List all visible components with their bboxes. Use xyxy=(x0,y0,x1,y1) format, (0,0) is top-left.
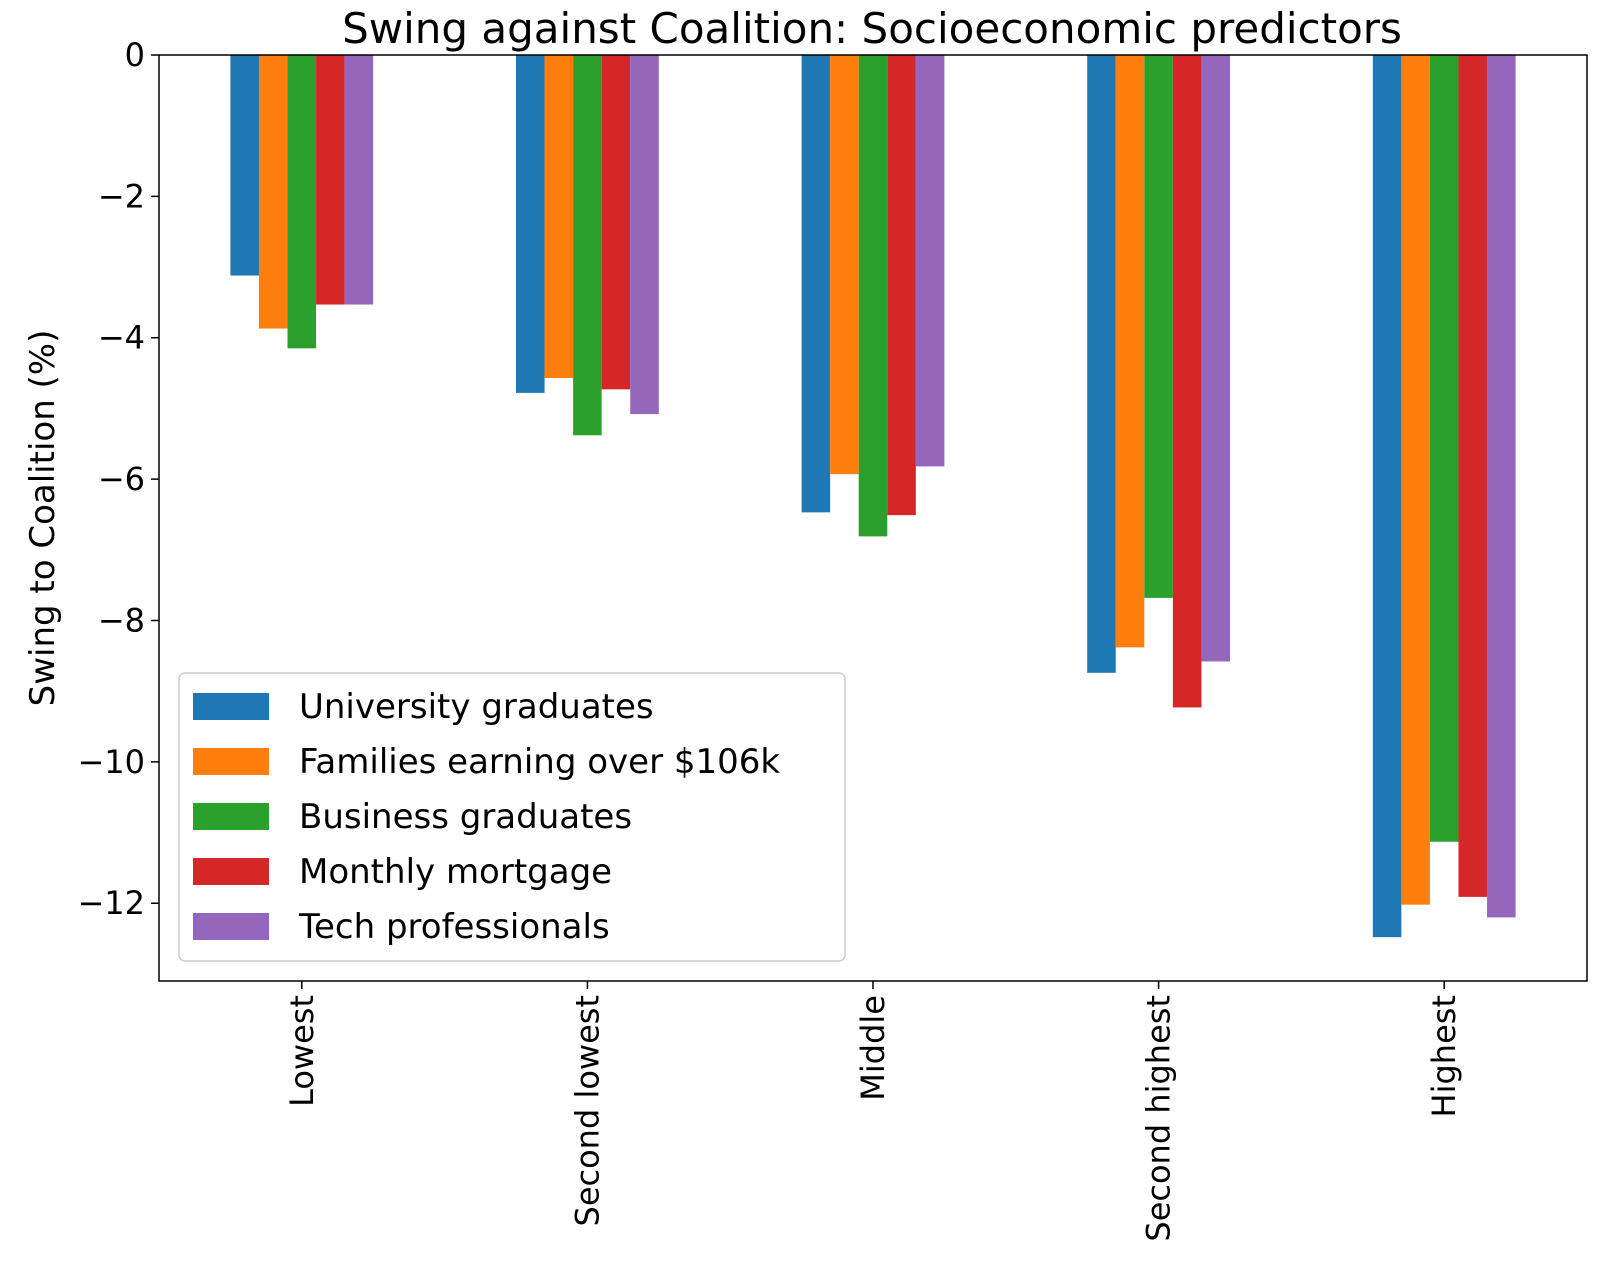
bar-3-5 xyxy=(1429,55,1459,842)
bar-4-4 xyxy=(1172,55,1202,708)
bar-3-2 xyxy=(573,55,602,436)
legend-label: Monthly mortgage xyxy=(299,852,612,892)
y-axis-ticks: 0 −2 −4 −6 −8 −10 −12 xyxy=(77,36,159,922)
legend-swatch xyxy=(193,693,269,720)
y-tick-label: −12 xyxy=(77,884,145,922)
bar-1-5 xyxy=(1372,55,1402,938)
bar-4-5 xyxy=(1458,55,1488,897)
bars-group xyxy=(230,55,1516,938)
bar-2-5 xyxy=(1401,55,1430,905)
bar-5-1 xyxy=(344,55,374,305)
bar-4-2 xyxy=(601,55,631,390)
y-tick-label: −8 xyxy=(98,601,145,639)
y-tick-label: −2 xyxy=(98,177,145,215)
legend-label: Tech professionals xyxy=(298,907,610,947)
bar-4-3 xyxy=(887,55,916,516)
x-tick-label: Lowest xyxy=(283,995,321,1107)
y-tick-label: −6 xyxy=(98,460,145,498)
bar-2-4 xyxy=(1115,55,1145,648)
legend-swatch xyxy=(193,803,269,830)
legend-label: University graduates xyxy=(299,687,654,727)
bar-2-3 xyxy=(830,55,859,475)
bar-4-1 xyxy=(316,55,345,305)
bar-5-4 xyxy=(1201,55,1230,662)
legend-swatch xyxy=(193,913,269,940)
bar-5-2 xyxy=(630,55,659,415)
y-axis-label: Swing to Coalition (%) xyxy=(23,330,63,707)
legend-swatch xyxy=(193,748,269,775)
bar-3-1 xyxy=(287,55,317,349)
legend-label: Business graduates xyxy=(299,797,632,837)
bar-2-2 xyxy=(544,55,574,379)
x-tick-label: Middle xyxy=(854,995,892,1101)
bar-2-1 xyxy=(258,55,288,329)
bar-5-5 xyxy=(1487,55,1516,918)
bar-3-3 xyxy=(858,55,888,537)
chart-title: Swing against Coalition: Socioeconomic p… xyxy=(342,4,1402,53)
y-tick-label: −10 xyxy=(77,743,145,781)
legend-label: Families earning over $106k xyxy=(299,742,780,782)
legend-swatch xyxy=(193,858,269,885)
x-tick-label: Second lowest xyxy=(568,995,606,1226)
legend-box xyxy=(178,672,846,962)
bar-3-4 xyxy=(1144,55,1173,598)
bar-5-3 xyxy=(915,55,945,467)
bar-1-4 xyxy=(1087,55,1116,673)
legend: University graduates Families earning ove… xyxy=(178,672,846,962)
x-axis-ticks: Lowest Second lowest Middle Second highest H… xyxy=(283,981,1463,1242)
bar-1-3 xyxy=(801,55,831,513)
bar-1-2 xyxy=(516,55,545,393)
y-tick-label: −4 xyxy=(98,319,145,357)
y-tick-label: 0 xyxy=(125,36,145,74)
x-tick-label: Second highest xyxy=(1140,995,1178,1242)
x-tick-label: Highest xyxy=(1425,995,1463,1117)
bar-1-1 xyxy=(230,55,259,276)
